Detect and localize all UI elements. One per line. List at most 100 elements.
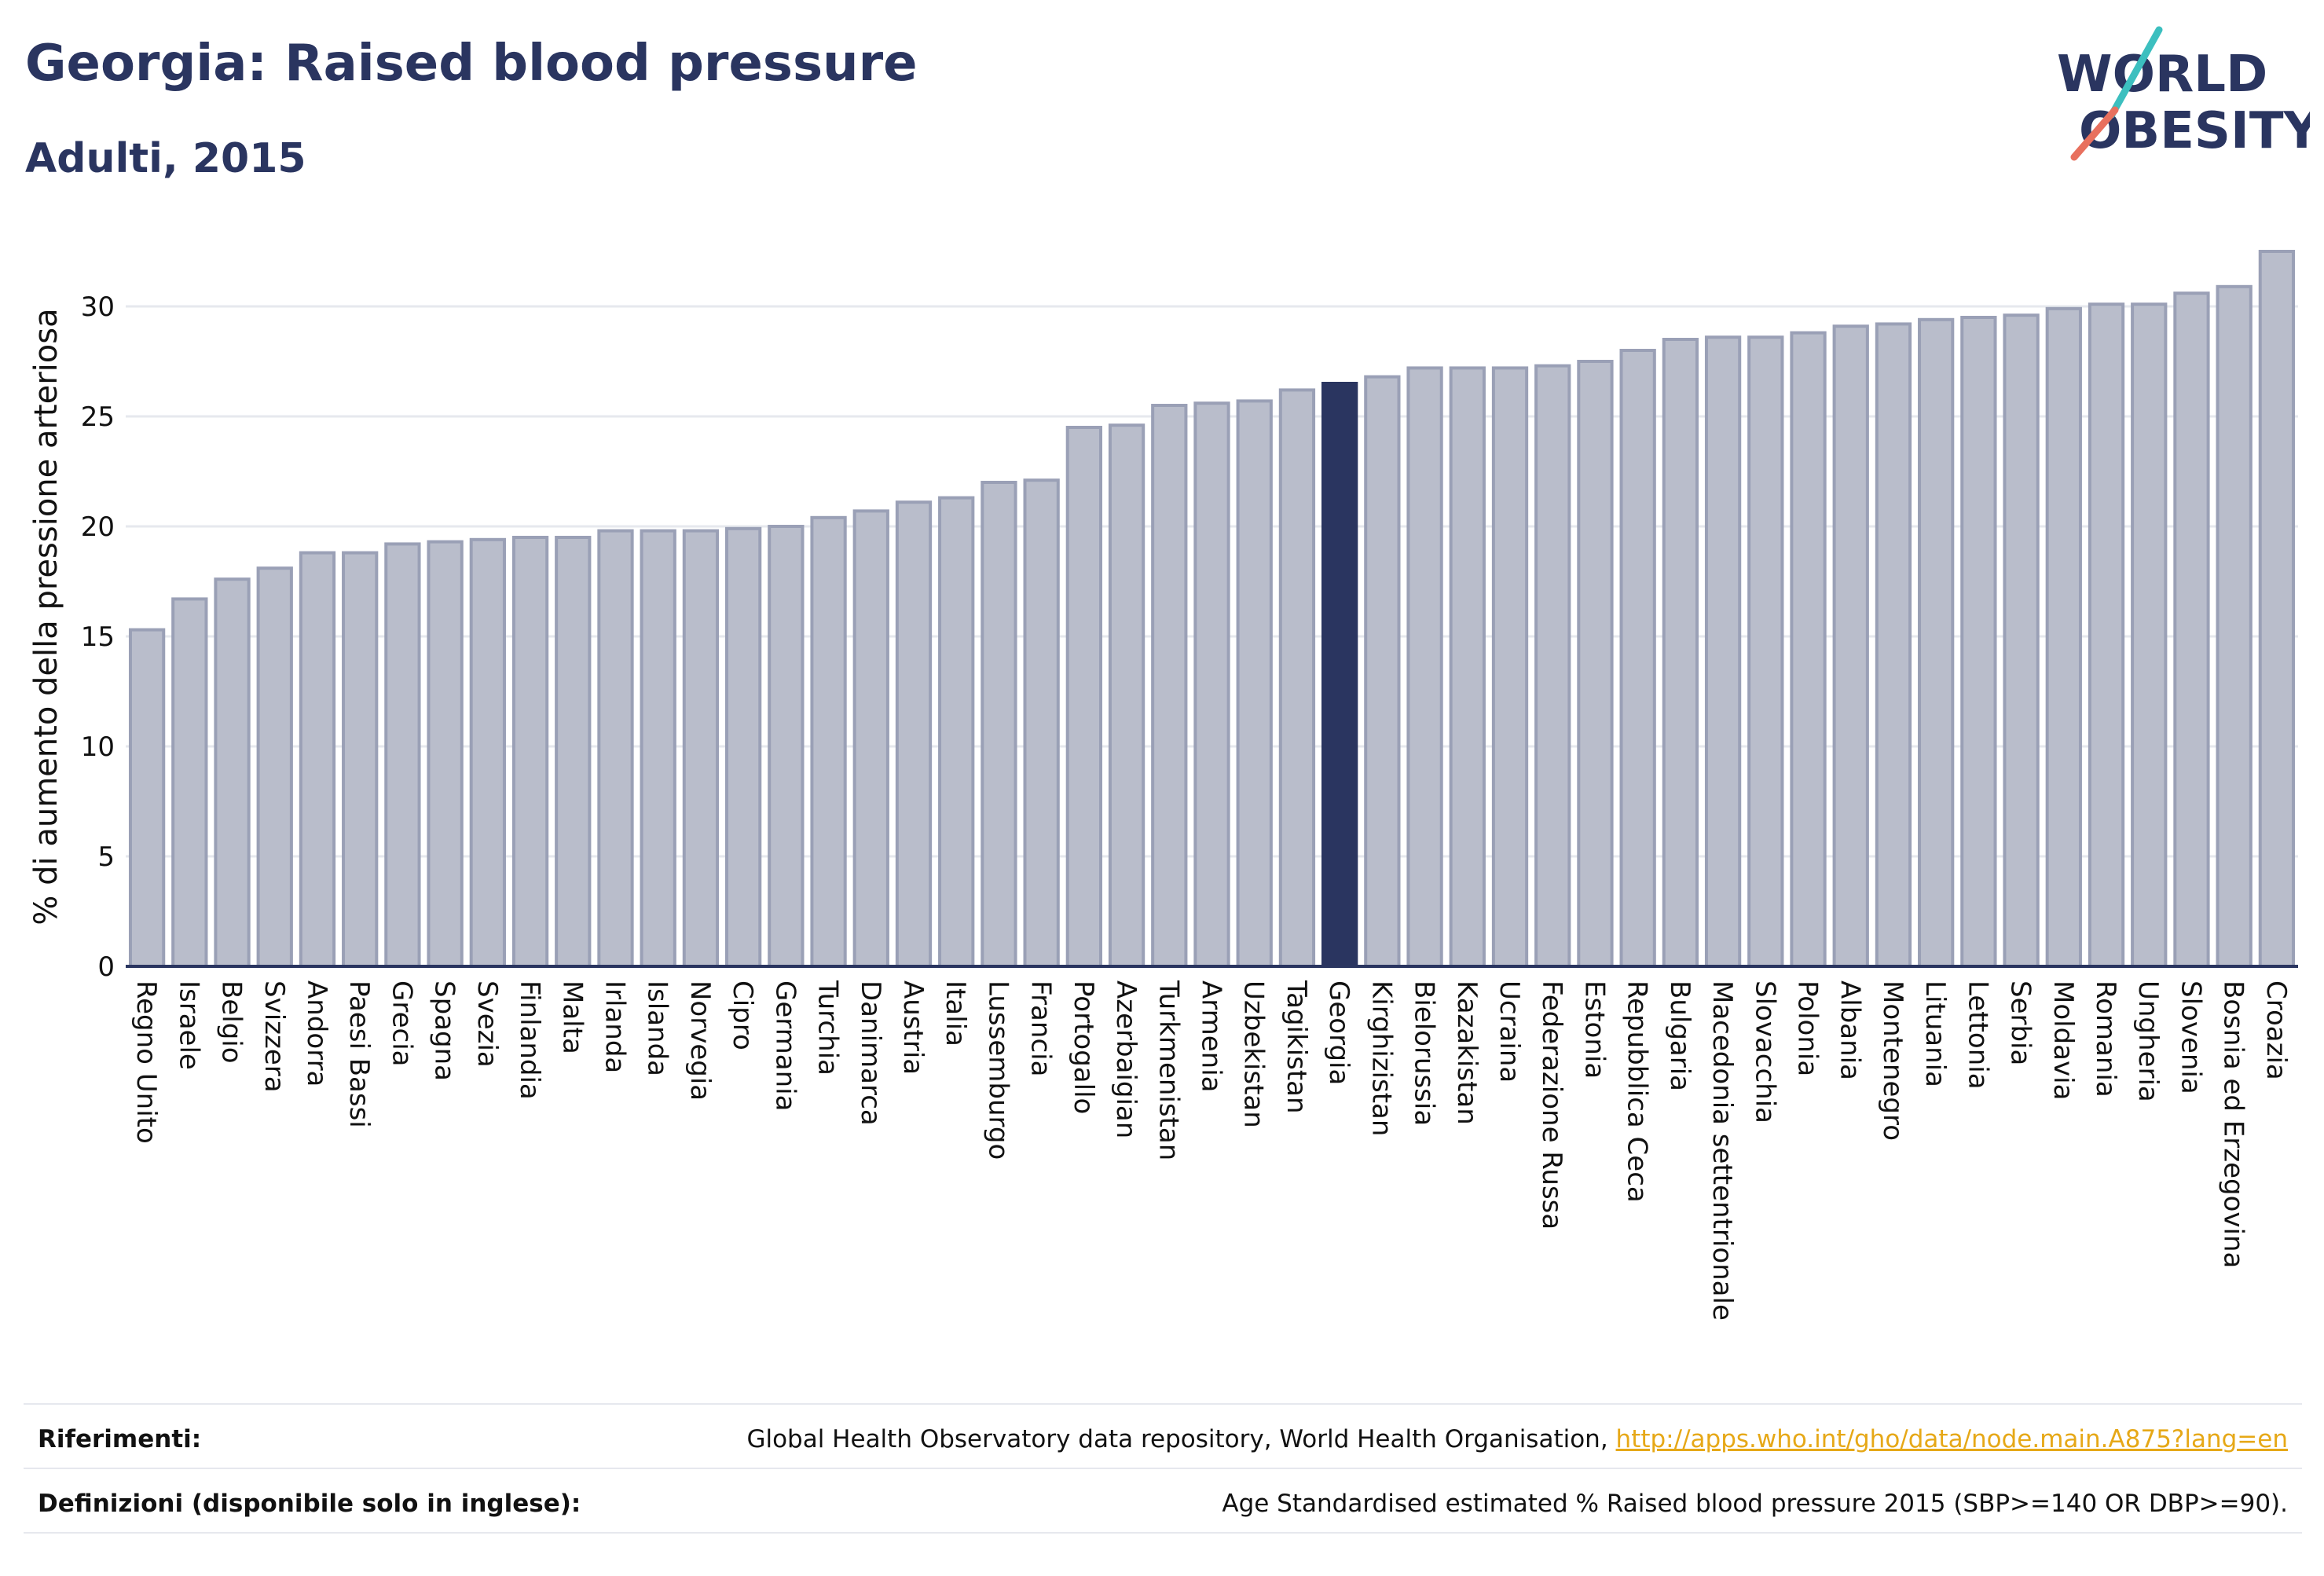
bar-uzbekistan[interactable] [1236, 399, 1273, 968]
bar-romania[interactable] [2088, 302, 2125, 968]
x-tick-label: Francia [1025, 980, 1057, 1076]
x-tick-label: Cipro [727, 980, 758, 1050]
bar-chart: 0 5 10 15 20 25 30 % di aumento della pressione… [28, 250, 2298, 1321]
x-tick-label: Germania [769, 980, 801, 1111]
x-tick-label: Repubblica Ceca [1622, 980, 1653, 1203]
bar-bielorussia[interactable] [1406, 366, 1443, 968]
x-tick-label: Turchia [812, 980, 844, 1076]
bar-belgio[interactable] [214, 577, 251, 968]
bar-macedonia-settentrionale[interactable] [1704, 335, 1742, 968]
bar-kazakistan[interactable] [1449, 366, 1486, 968]
bar-turchia[interactable] [810, 515, 847, 968]
x-tick-label: Svizzera [258, 980, 290, 1093]
x-tick-label: Norvegia [684, 980, 716, 1101]
y-tick-label: 30 [81, 291, 115, 323]
x-tick-label: Bosnia ed Erzegovina [2218, 980, 2249, 1268]
bar-regno-unito[interactable] [128, 628, 166, 968]
x-tick-label: Austria [897, 980, 929, 1075]
chart-subtitle: Adulti, 2015 [25, 135, 306, 182]
bar-montenegro[interactable] [1875, 322, 1912, 968]
x-tick-label: Ucraina [1494, 980, 1525, 1083]
x-tick-label: Kirghizistan [1365, 980, 1397, 1136]
bar-bulgaria[interactable] [1662, 338, 1699, 968]
x-tick-label: Azerbaigian [1110, 980, 1142, 1138]
references-label: Riferimenti: [38, 1425, 202, 1453]
bar-austria[interactable] [895, 500, 933, 968]
bar-cipro[interactable] [724, 526, 762, 968]
x-tick-label: Portogallo [1068, 980, 1099, 1114]
bar-francia[interactable] [1023, 478, 1060, 968]
bar-norvegia[interactable] [682, 529, 720, 968]
x-tick-label: Macedonia settentrionale [1706, 980, 1738, 1321]
bar-armenia[interactable] [1193, 401, 1230, 968]
bar-polonia[interactable] [1790, 331, 1827, 969]
definitions-row: Definizioni (disponibile solo in inglese… [24, 1472, 2302, 1534]
bar-bosnia-ed-erzegovina[interactable] [2216, 284, 2253, 968]
references-link[interactable]: http://apps.who.int/gho/data/node.main.A… [1615, 1425, 2288, 1453]
bar-ungheria[interactable] [2131, 302, 2168, 968]
y-tick-label: 5 [97, 841, 115, 873]
y-tick-label: 0 [97, 951, 115, 983]
bar-estonia[interactable] [1577, 360, 1614, 968]
footer-divider-bottom [24, 1532, 2302, 1534]
bar-federazione-russa[interactable] [1534, 364, 1571, 969]
bar-portogallo[interactable] [1065, 426, 1102, 968]
x-tick-label: Paesi Bassi [343, 980, 375, 1128]
bar-finlandia[interactable] [511, 536, 549, 968]
bar-malta[interactable] [555, 536, 592, 968]
x-tick-label: Italia [940, 980, 971, 1046]
y-tick-label: 10 [81, 731, 115, 763]
bar-islanda[interactable] [640, 529, 676, 968]
bar-spagna[interactable] [427, 540, 464, 968]
x-tick-label: Polonia [1792, 980, 1824, 1076]
bar-danimarca[interactable] [852, 509, 889, 968]
x-tick-label: Finlandia [514, 980, 545, 1100]
x-tick-label: Tagikistan [1281, 980, 1312, 1114]
bar-ucraina[interactable] [1491, 366, 1529, 968]
bar-serbia[interactable] [2003, 313, 2040, 968]
references-text: Global Health Observatory data repositor… [746, 1425, 1616, 1453]
logo-line1: WORLD [2057, 46, 2267, 104]
bar-lituania[interactable] [1918, 317, 1955, 968]
definitions-label: Definizioni (disponibile solo in inglese… [38, 1490, 581, 1518]
bar-svizzera[interactable] [256, 566, 293, 968]
bar-lussemburgo[interactable] [981, 481, 1017, 968]
footer-divider-middle [24, 1468, 2302, 1469]
bar-svezia[interactable] [469, 537, 506, 968]
bar-israele[interactable] [171, 597, 208, 969]
x-tick-label: Grecia [386, 980, 417, 1066]
bar-slovenia[interactable] [2173, 291, 2210, 968]
bar-grecia[interactable] [384, 542, 421, 968]
bar-croazia[interactable] [2258, 250, 2296, 968]
x-tick-label: Irlanda [599, 980, 630, 1073]
x-tick-label: Spagna [429, 980, 460, 1081]
bar-italia[interactable] [938, 496, 975, 968]
bar-paesi-bassi[interactable] [342, 551, 379, 968]
bar-turkmenistan[interactable] [1151, 404, 1188, 968]
bar-georgia[interactable] [1321, 382, 1358, 968]
bar-tagikistan[interactable] [1278, 388, 1316, 968]
x-tick-label: Lituania [1919, 980, 1951, 1087]
bar-germania[interactable] [768, 525, 805, 968]
x-tick-label: Moldavia [2047, 980, 2079, 1100]
bar-albania[interactable] [1832, 324, 1869, 968]
x-tick-label: Ungheria [2132, 980, 2164, 1102]
bar-slovacchia[interactable] [1747, 335, 1784, 968]
footer-divider-top [24, 1403, 2302, 1405]
x-tick-label: Croazia [2260, 980, 2292, 1080]
world-obesity-logo: WORLD OBESITY [2057, 26, 2310, 161]
bar-andorra[interactable] [299, 551, 336, 968]
y-axis-label: % di aumento della pressione arteriosa [28, 308, 64, 925]
bar-kirghizistan[interactable] [1364, 375, 1401, 969]
x-tick-label: Belgio [216, 980, 247, 1064]
bar-azerbaigian[interactable] [1108, 423, 1146, 968]
y-tick-label: 15 [81, 621, 115, 653]
x-tick-label: Bielorussia [1409, 980, 1440, 1126]
x-tick-label: Israele [173, 980, 204, 1070]
bar-irlanda[interactable] [597, 529, 634, 968]
bar-repubblica-ceca[interactable] [1619, 349, 1656, 968]
bar-moldavia[interactable] [2045, 306, 2082, 968]
x-tick-label: Regno Unito [130, 980, 162, 1144]
references-row: Riferimenti: Global Health Observatory d… [24, 1408, 2302, 1469]
bar-lettonia[interactable] [1960, 316, 1997, 968]
